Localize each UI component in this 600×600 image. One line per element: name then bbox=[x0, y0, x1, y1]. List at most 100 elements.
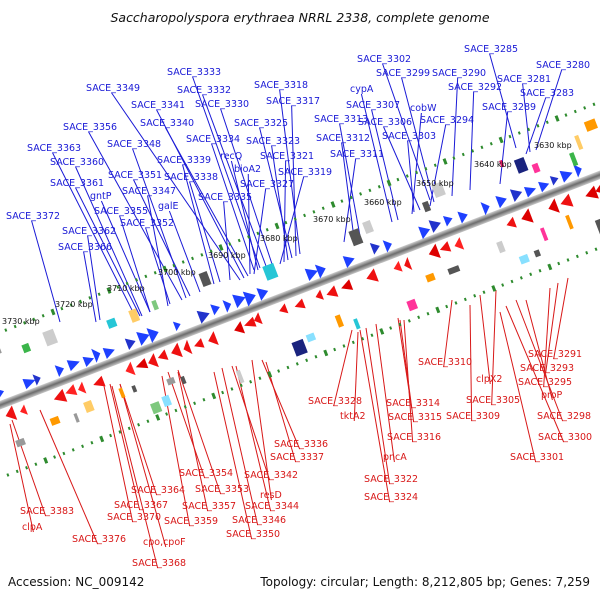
feature-box[interactable] bbox=[150, 401, 163, 415]
forward-gene-arrow[interactable] bbox=[124, 335, 138, 351]
reverse-gene-arrow[interactable] bbox=[242, 316, 257, 331]
feature-box[interactable] bbox=[131, 385, 138, 393]
gene-label-sace-3337[interactable]: SACE_3337 bbox=[270, 452, 324, 463]
gene-label-sace-3356[interactable]: SACE_3356 bbox=[63, 122, 117, 133]
reverse-gene-arrow[interactable] bbox=[438, 241, 452, 255]
gene-label-sace-3332[interactable]: SACE_3332 bbox=[177, 85, 231, 96]
gene-label-sace-3315[interactable]: SACE_3315 bbox=[388, 412, 442, 423]
gene-label-sace-3295[interactable]: SACE_3295 bbox=[518, 377, 572, 388]
gene-label-sace-3334[interactable]: SACE_3334 bbox=[186, 134, 240, 145]
feature-box[interactable] bbox=[348, 228, 364, 247]
gene-label-sace-3339[interactable]: SACE_3339 bbox=[157, 155, 211, 166]
feature-box[interactable] bbox=[531, 162, 541, 174]
gene-label-sace-3324[interactable]: SACE_3324 bbox=[364, 492, 418, 503]
gene-label-sace-3353[interactable]: SACE_3353 bbox=[195, 484, 249, 495]
gene-label-sace-3336[interactable]: SACE_3336 bbox=[274, 439, 328, 450]
forward-gene-arrow[interactable] bbox=[82, 353, 96, 368]
feature-box[interactable] bbox=[49, 415, 61, 426]
reverse-gene-arrow[interactable] bbox=[402, 256, 413, 272]
gene-label-sace-3383[interactable]: SACE_3383 bbox=[20, 506, 74, 517]
reverse-gene-arrow[interactable] bbox=[18, 404, 28, 417]
gene-label-sace-3341[interactable]: SACE_3341 bbox=[131, 100, 185, 111]
reverse-gene-arrow[interactable] bbox=[593, 181, 600, 198]
forward-gene-arrow[interactable] bbox=[509, 186, 525, 202]
gene-label-sace-3335[interactable]: SACE_3335 bbox=[198, 192, 252, 203]
gene-label-sace-3363[interactable]: SACE_3363 bbox=[27, 143, 81, 154]
forward-gene-arrow[interactable] bbox=[66, 356, 82, 372]
feature-box[interactable] bbox=[496, 240, 506, 254]
feature-box[interactable] bbox=[42, 328, 59, 347]
gene-label-sace-3313[interactable]: SACE_3313 bbox=[314, 114, 368, 125]
gene-label-sace-3280[interactable]: SACE_3280 bbox=[536, 60, 590, 71]
gene-label-sace-3333[interactable]: SACE_3333 bbox=[167, 67, 221, 78]
gene-label-sace-3281[interactable]: SACE_3281 bbox=[497, 74, 551, 85]
forward-gene-arrow[interactable] bbox=[32, 372, 42, 386]
reverse-gene-arrow[interactable] bbox=[3, 405, 18, 424]
gene-label-sace-3316[interactable]: SACE_3316 bbox=[387, 432, 441, 443]
forward-gene-arrow[interactable] bbox=[538, 178, 551, 193]
gene-label-bioa2[interactable]: bioA2 bbox=[234, 164, 261, 175]
forward-gene-arrow[interactable] bbox=[314, 261, 329, 279]
gene-label-sace-3338[interactable]: SACE_3338 bbox=[164, 172, 218, 183]
gene-label-clpx2[interactable]: clpX2 bbox=[476, 374, 502, 385]
forward-gene-arrow[interactable] bbox=[210, 302, 222, 316]
feature-box[interactable] bbox=[425, 272, 436, 283]
reverse-gene-arrow[interactable] bbox=[519, 208, 534, 226]
gene-label-sace-3299[interactable]: SACE_3299 bbox=[376, 68, 430, 79]
forward-gene-arrow[interactable] bbox=[418, 223, 432, 240]
feature-box[interactable] bbox=[539, 227, 549, 242]
reverse-gene-arrow[interactable] bbox=[168, 342, 183, 361]
gene-label-recq[interactable]: recQ bbox=[220, 151, 242, 162]
reverse-gene-arrow[interactable] bbox=[558, 193, 574, 211]
forward-gene-arrow[interactable] bbox=[573, 162, 584, 178]
feature-box[interactable] bbox=[15, 437, 26, 448]
gene-label-sace-3310[interactable]: SACE_3310 bbox=[418, 357, 472, 368]
gene-label-sace-3357[interactable]: SACE_3357 bbox=[182, 501, 236, 512]
gene-label-sace-3322[interactable]: SACE_3322 bbox=[364, 474, 418, 485]
gene-label-sace-3293[interactable]: SACE_3293 bbox=[520, 363, 574, 374]
gene-label-cpo-cpof[interactable]: cpo,cpoF bbox=[143, 537, 186, 548]
feature-box[interactable] bbox=[118, 387, 126, 399]
forward-gene-arrow[interactable] bbox=[91, 346, 103, 363]
reverse-gene-arrow[interactable] bbox=[181, 339, 193, 357]
gene-label-sace-3290[interactable]: SACE_3290 bbox=[432, 68, 486, 79]
forward-gene-arrow[interactable] bbox=[102, 344, 117, 359]
forward-gene-arrow[interactable] bbox=[523, 183, 538, 198]
gene-label-sace-3362[interactable]: SACE_3362 bbox=[62, 226, 116, 237]
gene-label-sace-3319[interactable]: SACE_3319 bbox=[278, 167, 332, 178]
gene-label-sace-3305[interactable]: SACE_3305 bbox=[466, 395, 520, 406]
feature-box[interactable] bbox=[128, 308, 141, 323]
reverse-gene-arrow[interactable] bbox=[277, 303, 289, 316]
forward-gene-arrow[interactable] bbox=[559, 167, 575, 183]
forward-gene-arrow[interactable] bbox=[54, 363, 67, 378]
feature-box[interactable] bbox=[180, 375, 187, 385]
reverse-gene-arrow[interactable] bbox=[583, 185, 599, 203]
forward-gene-arrow[interactable] bbox=[442, 213, 455, 227]
feature-box[interactable] bbox=[198, 270, 212, 288]
gene-label-sace-3298[interactable]: SACE_3298 bbox=[537, 411, 591, 422]
gene-label-sace-3300[interactable]: SACE_3300 bbox=[538, 432, 592, 443]
forward-gene-arrow[interactable] bbox=[196, 307, 213, 324]
gene-label-sace-3360[interactable]: SACE_3360 bbox=[50, 157, 104, 168]
reverse-gene-arrow[interactable] bbox=[339, 279, 354, 293]
reverse-gene-arrow[interactable] bbox=[123, 361, 136, 378]
feature-box[interactable] bbox=[447, 265, 461, 275]
reverse-gene-arrow[interactable] bbox=[91, 375, 106, 391]
gene-label-sace-3330[interactable]: SACE_3330 bbox=[195, 99, 249, 110]
forward-gene-arrow[interactable] bbox=[342, 252, 357, 268]
feature-box[interactable] bbox=[594, 218, 600, 235]
gene-label-sace-3312[interactable]: SACE_3312 bbox=[316, 133, 370, 144]
reverse-gene-arrow[interactable] bbox=[452, 237, 465, 252]
reverse-gene-arrow[interactable] bbox=[192, 338, 205, 351]
feature-box[interactable] bbox=[421, 200, 432, 213]
gene-label-sace-3376[interactable]: SACE_3376 bbox=[72, 534, 126, 545]
feature-box[interactable] bbox=[161, 394, 173, 408]
gene-label-sace-3292[interactable]: SACE_3292 bbox=[448, 82, 502, 93]
forward-gene-arrow[interactable] bbox=[222, 298, 233, 313]
reverse-gene-arrow[interactable] bbox=[504, 216, 517, 231]
gene-label-sace-3351[interactable]: SACE_3351 bbox=[108, 170, 162, 181]
reverse-gene-arrow[interactable] bbox=[392, 260, 403, 274]
gene-label-sace-3321[interactable]: SACE_3321 bbox=[260, 151, 314, 162]
reverse-gene-arrow[interactable] bbox=[426, 243, 441, 262]
reverse-gene-arrow[interactable] bbox=[314, 289, 324, 303]
